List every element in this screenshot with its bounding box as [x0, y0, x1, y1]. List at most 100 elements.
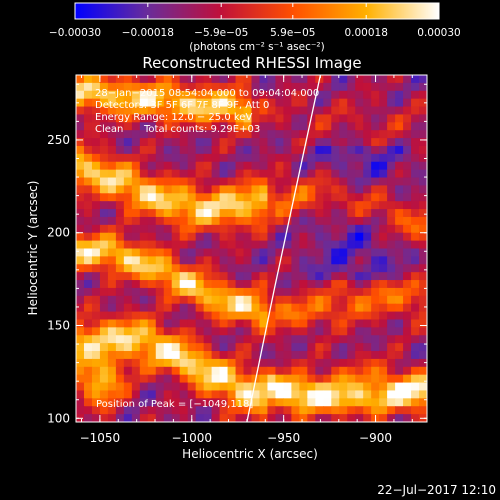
heatmap-cell: [147, 98, 157, 108]
heatmap-cell: [76, 90, 85, 100]
heatmap-cell: [419, 169, 427, 179]
heatmap-cell: [76, 382, 85, 392]
heatmap-cell: [115, 216, 125, 226]
heatmap-cell: [179, 374, 189, 384]
heatmap-cell: [155, 82, 165, 92]
heatmap-cell: [291, 161, 300, 171]
heatmap-cell: [371, 224, 380, 234]
heatmap-cell: [235, 106, 245, 116]
heatmap-cell: [211, 82, 221, 92]
heatmap-cell: [411, 153, 420, 163]
heatmap-cell: [379, 382, 388, 392]
heatmap-cell: [323, 382, 332, 392]
heatmap-cell: [299, 209, 308, 218]
heatmap-cell: [147, 366, 157, 376]
heatmap-cell: [107, 185, 117, 194]
heatmap-cell: [275, 287, 285, 297]
heatmap-cell: [211, 106, 221, 116]
heatmap-cell: [379, 232, 388, 242]
heatmap-cell: [219, 248, 229, 257]
heatmap-cell: [363, 382, 372, 392]
heatmap-cell: [107, 414, 117, 422]
heatmap-cell: [235, 256, 245, 265]
heatmap-cell: [291, 114, 300, 123]
heatmap-cell: [179, 82, 189, 92]
heatmap-cell: [115, 358, 125, 368]
heatmap-cell: [395, 319, 404, 328]
heatmap-cell: [227, 351, 237, 360]
heatmap-cell: [259, 319, 269, 328]
heatmap-cell: [363, 272, 372, 281]
heatmap-cell: [339, 169, 348, 179]
heatmap-cell: [331, 327, 340, 336]
heatmap-cell: [163, 130, 173, 139]
heatmap-cell: [171, 390, 181, 399]
heatmap-cell: [331, 75, 340, 84]
heatmap-cell: [419, 138, 427, 147]
heatmap-cell: [411, 311, 420, 321]
heatmap-cell: [251, 335, 261, 344]
heatmap-cell: [147, 390, 157, 399]
heatmap-cell: [123, 193, 133, 202]
heatmap-cell: [307, 311, 316, 321]
heatmap-cell: [195, 145, 205, 155]
heatmap-cell: [371, 177, 380, 187]
heatmap-cell: [395, 264, 404, 273]
heatmap-cell: [403, 224, 412, 234]
heatmap-cell: [91, 319, 101, 328]
heatmap-cell: [243, 374, 253, 384]
heatmap-cell: [219, 232, 229, 242]
heatmap-cell: [267, 414, 277, 422]
heatmap-cell: [179, 138, 189, 147]
heatmap-cell: [283, 216, 292, 226]
heatmap-cell: [235, 303, 245, 313]
heatmap-cell: [411, 398, 420, 407]
heatmap-cell: [83, 90, 93, 100]
heatmap-cell: [131, 398, 141, 407]
heatmap-cell: [275, 177, 285, 187]
heatmap-cell: [299, 256, 308, 265]
heatmap-cell: [107, 161, 117, 171]
heatmap-cell: [363, 169, 372, 179]
heatmap-cell: [267, 130, 277, 139]
heatmap-cell: [299, 264, 308, 273]
heatmap-cell: [211, 232, 221, 242]
heatmap-cell: [155, 295, 165, 305]
heatmap-cell: [243, 390, 253, 399]
heatmap-cell: [203, 122, 213, 131]
heatmap-cell: [211, 303, 221, 313]
heatmap-cell: [371, 319, 380, 328]
heatmap-cell: [355, 209, 364, 218]
heatmap-cell: [155, 303, 165, 313]
heatmap-cell: [195, 232, 205, 242]
solar-limb-line: [246, 75, 322, 422]
heatmap-cell: [395, 193, 404, 202]
heatmap-cell: [91, 303, 101, 313]
heatmap-cell: [291, 303, 300, 313]
heatmap-cell: [187, 295, 197, 305]
heatmap-cell: [195, 216, 205, 226]
heatmap-cell: [203, 398, 213, 407]
heatmap-cell: [203, 382, 213, 392]
heatmap-cell: [179, 185, 189, 194]
heatmap-cell: [259, 138, 269, 147]
heatmap-cell: [379, 177, 388, 187]
heatmap-cell: [131, 145, 141, 155]
heatmap-cell: [107, 248, 117, 257]
heatmap-cell: [115, 390, 125, 399]
heatmap-cell: [331, 414, 340, 422]
heatmap-cell: [347, 303, 356, 313]
heatmap-cell: [76, 256, 85, 265]
heatmap-cell: [323, 75, 332, 84]
heatmap-cell: [267, 390, 277, 399]
heatmap-cell: [187, 390, 197, 399]
heatmap-cell: [331, 114, 340, 123]
heatmap-cell: [419, 366, 427, 376]
heatmap-cell: [387, 232, 396, 242]
heatmap-cell: [99, 374, 109, 384]
heatmap-cell: [267, 138, 277, 147]
heatmap-cell: [259, 82, 269, 92]
heatmap-cell: [379, 390, 388, 399]
heatmap-cell: [363, 193, 372, 202]
heatmap-cell: [203, 358, 213, 368]
